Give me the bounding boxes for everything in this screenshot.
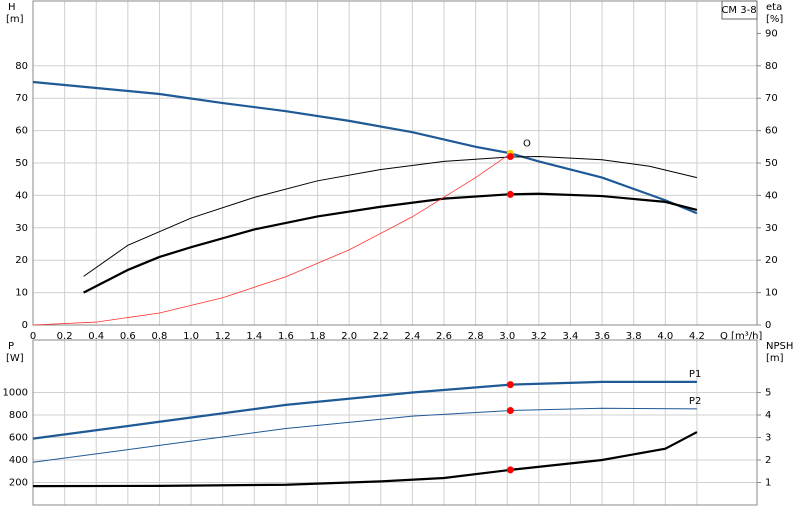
series-label: P1 [689,369,701,380]
operating-point [506,466,514,474]
y2-tick-label: 90 [765,28,778,39]
y-tick-label: 20 [15,255,28,266]
x-tick-label: 1.4 [246,331,262,342]
operating-point [506,407,514,415]
y2-tick-label: 2 [765,455,771,466]
y2-tick-label: 5 [765,387,771,398]
y2-tick-label: 10 [765,288,778,299]
x-tick-label: 3.2 [531,331,547,342]
y2-tick-label: 80 [765,61,778,72]
x-label: Q [m³/h] [720,331,762,342]
y2-tick-label: 70 [765,93,778,104]
x-tick-label: 1.0 [183,331,199,342]
x-tick-label: 0.6 [120,331,136,342]
x-tick-label: 2.8 [468,331,484,342]
chart-title: CM 3-8 [721,5,756,16]
y2-tick-label: 40 [765,190,778,201]
curve [32,431,698,488]
curve [32,407,697,463]
curve [32,80,698,215]
y-tick-label: 200 [9,478,28,489]
x-tick-label: 3.0 [499,331,515,342]
y-label: P [8,341,14,352]
y-tick-label: 0 [22,320,28,331]
y2-tick-label: 0 [765,320,771,331]
legend-box [721,0,758,20]
x-tick-label: 1.6 [278,331,294,342]
x-tick-label: 4.0 [657,331,673,342]
x-tick-label: 0.2 [57,331,73,342]
operating-point [506,381,514,389]
y2-label: eta [766,2,782,13]
curve [32,153,511,326]
x-tick-label: 2.0 [341,331,357,342]
x-tick-label: 2.4 [404,331,420,342]
y2-tick-label: 20 [765,255,778,266]
y-tick-label: 10 [15,288,28,299]
y-tick-label: 60 [15,126,28,137]
x-tick-label: 0.4 [88,331,104,342]
operating-point [506,190,514,198]
y-tick-label: 80 [15,61,28,72]
x-tick-label: 3.6 [594,331,610,342]
y2-tick-label: 50 [765,158,778,169]
x-tick-label: 0 [30,331,36,342]
curve [83,192,698,294]
y2-tick-label: 4 [765,410,771,421]
x-tick-label: 2.6 [436,331,452,342]
x-tick-label: 1.8 [310,331,326,342]
y-tick-label: 400 [9,455,28,466]
series-label: P2 [689,396,701,407]
curve [83,156,698,277]
y-tick-label: 600 [9,433,28,444]
y-unit: [W] [6,353,24,364]
plot-frame [32,339,758,506]
y-tick-label: 70 [15,93,28,104]
y2-tick-label: 60 [765,126,778,137]
annotation: O [523,139,531,150]
x-tick-label: 2.2 [373,331,389,342]
x-tick-label: 4.2 [689,331,705,342]
y-tick-label: 1000 [3,388,28,399]
x-tick-label: 0.8 [152,331,168,342]
y-unit: [m] [6,14,24,25]
y-tick-label: 800 [9,410,28,421]
y2-label: NPSH [766,341,793,352]
y2-tick-label: 3 [765,432,771,443]
curve [32,380,697,440]
y2-tick-label: 1 [765,477,771,488]
x-tick-label: 3.4 [563,331,579,342]
plot-frame [32,0,758,326]
y2-tick-label: 30 [765,223,778,234]
y2-unit: [%] [766,14,783,25]
y2-unit: [m] [766,353,784,364]
y-label: H [8,2,16,13]
y-tick-label: 50 [15,158,28,169]
x-tick-label: 3.8 [626,331,642,342]
y-tick-label: 40 [15,190,28,201]
y-tick-label: 30 [15,223,28,234]
x-tick-label: 1.2 [215,331,231,342]
